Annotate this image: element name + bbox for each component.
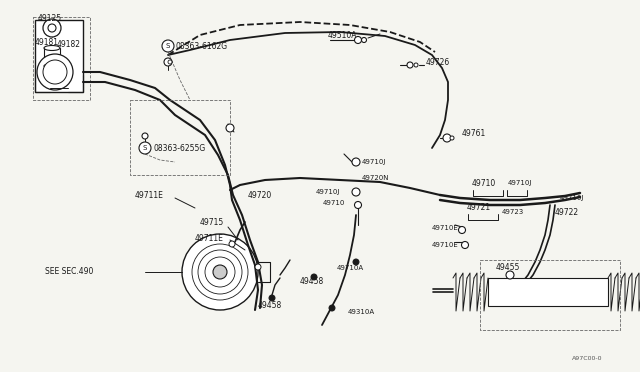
Text: 49458: 49458 — [258, 301, 282, 310]
Circle shape — [311, 274, 317, 280]
Text: 49710E: 49710E — [432, 225, 459, 231]
Text: 49181: 49181 — [35, 38, 59, 46]
Ellipse shape — [44, 64, 60, 68]
Circle shape — [414, 63, 418, 67]
Text: 49310A: 49310A — [348, 309, 375, 315]
Text: 49710J: 49710J — [316, 189, 340, 195]
Text: 49710J: 49710J — [508, 180, 532, 186]
Circle shape — [205, 257, 235, 287]
Circle shape — [139, 142, 151, 154]
Circle shape — [198, 250, 242, 294]
Circle shape — [182, 234, 258, 310]
Circle shape — [355, 202, 362, 208]
Text: 49710: 49710 — [472, 179, 496, 187]
Circle shape — [461, 241, 468, 248]
Circle shape — [407, 62, 413, 68]
Text: S: S — [143, 145, 147, 151]
Text: 49711E: 49711E — [135, 190, 164, 199]
Text: 49715: 49715 — [200, 218, 224, 227]
Circle shape — [506, 271, 514, 279]
Text: 49721: 49721 — [467, 202, 491, 212]
Ellipse shape — [44, 45, 60, 51]
Circle shape — [255, 264, 261, 270]
Text: 49182: 49182 — [57, 39, 81, 48]
Circle shape — [168, 60, 172, 64]
Text: 49458: 49458 — [300, 278, 324, 286]
Circle shape — [164, 58, 172, 66]
Text: 49723: 49723 — [502, 209, 524, 215]
Text: A97C00-0: A97C00-0 — [572, 356, 602, 360]
Circle shape — [362, 38, 367, 42]
Circle shape — [162, 40, 174, 52]
Text: 49710J: 49710J — [362, 159, 387, 165]
Text: 49710J: 49710J — [560, 195, 584, 201]
Circle shape — [450, 136, 454, 140]
Circle shape — [443, 134, 451, 142]
Circle shape — [142, 133, 148, 139]
Text: 08363-6162G: 08363-6162G — [176, 42, 228, 51]
Text: 49125: 49125 — [38, 13, 62, 22]
Text: 49761: 49761 — [462, 128, 486, 138]
Circle shape — [352, 158, 360, 166]
Text: 49710: 49710 — [323, 200, 346, 206]
Circle shape — [166, 60, 170, 64]
Bar — [488, 278, 608, 306]
Text: 49720N: 49720N — [362, 175, 390, 181]
Circle shape — [226, 124, 234, 132]
Text: 08363-6255G: 08363-6255G — [153, 144, 205, 153]
Circle shape — [48, 24, 56, 32]
Text: 49726: 49726 — [426, 58, 451, 67]
Text: 49711E: 49711E — [195, 234, 224, 243]
Text: 49510A: 49510A — [328, 31, 358, 39]
Circle shape — [192, 244, 248, 300]
Bar — [35, 20, 83, 92]
Text: 49710E: 49710E — [432, 242, 459, 248]
Circle shape — [43, 19, 61, 37]
Text: 49722: 49722 — [555, 208, 579, 217]
Circle shape — [229, 241, 235, 247]
Text: 49455: 49455 — [496, 263, 520, 273]
Circle shape — [353, 259, 359, 265]
Text: 49720: 49720 — [248, 190, 272, 199]
Circle shape — [269, 295, 275, 301]
Circle shape — [355, 36, 362, 44]
Text: SEE SEC.490: SEE SEC.490 — [45, 267, 93, 276]
Circle shape — [37, 54, 73, 90]
Circle shape — [43, 60, 67, 84]
Circle shape — [213, 265, 227, 279]
Circle shape — [352, 188, 360, 196]
Text: S: S — [166, 43, 170, 49]
Circle shape — [458, 227, 465, 234]
Circle shape — [329, 305, 335, 311]
Text: 49710A: 49710A — [337, 265, 364, 271]
